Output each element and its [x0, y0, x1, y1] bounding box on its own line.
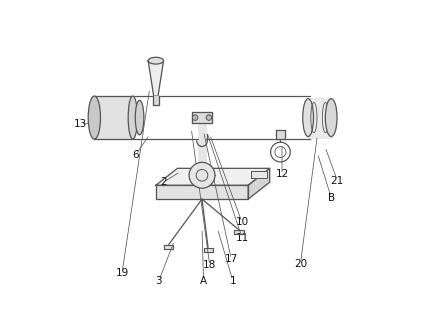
Ellipse shape — [303, 99, 313, 137]
Polygon shape — [276, 130, 285, 139]
Text: 3: 3 — [156, 276, 162, 286]
Polygon shape — [203, 248, 213, 252]
Polygon shape — [156, 185, 248, 199]
Circle shape — [192, 115, 198, 120]
Polygon shape — [192, 112, 212, 123]
Text: 10: 10 — [235, 217, 249, 227]
Polygon shape — [153, 96, 159, 105]
Polygon shape — [251, 171, 266, 178]
Circle shape — [189, 162, 215, 188]
Text: 17: 17 — [225, 254, 238, 264]
Circle shape — [206, 115, 212, 120]
Text: 1: 1 — [230, 276, 236, 286]
Polygon shape — [234, 230, 243, 234]
Polygon shape — [198, 118, 206, 185]
Text: 2: 2 — [160, 177, 167, 187]
Polygon shape — [148, 61, 163, 96]
Text: 12: 12 — [275, 170, 289, 180]
Ellipse shape — [148, 57, 163, 64]
Text: 20: 20 — [294, 259, 307, 269]
Polygon shape — [308, 99, 331, 137]
Text: 13: 13 — [74, 119, 87, 129]
Text: 6: 6 — [133, 150, 139, 159]
Polygon shape — [248, 168, 270, 199]
Polygon shape — [94, 96, 133, 139]
Text: 11: 11 — [235, 233, 249, 243]
Ellipse shape — [88, 96, 100, 139]
Text: 19: 19 — [115, 268, 129, 278]
Ellipse shape — [128, 96, 137, 139]
Text: B: B — [328, 193, 335, 203]
Polygon shape — [156, 168, 270, 185]
Text: 21: 21 — [331, 176, 344, 186]
Text: A: A — [200, 276, 207, 286]
Ellipse shape — [135, 100, 144, 135]
Polygon shape — [163, 245, 173, 249]
Text: 18: 18 — [203, 260, 216, 270]
Ellipse shape — [325, 99, 337, 137]
